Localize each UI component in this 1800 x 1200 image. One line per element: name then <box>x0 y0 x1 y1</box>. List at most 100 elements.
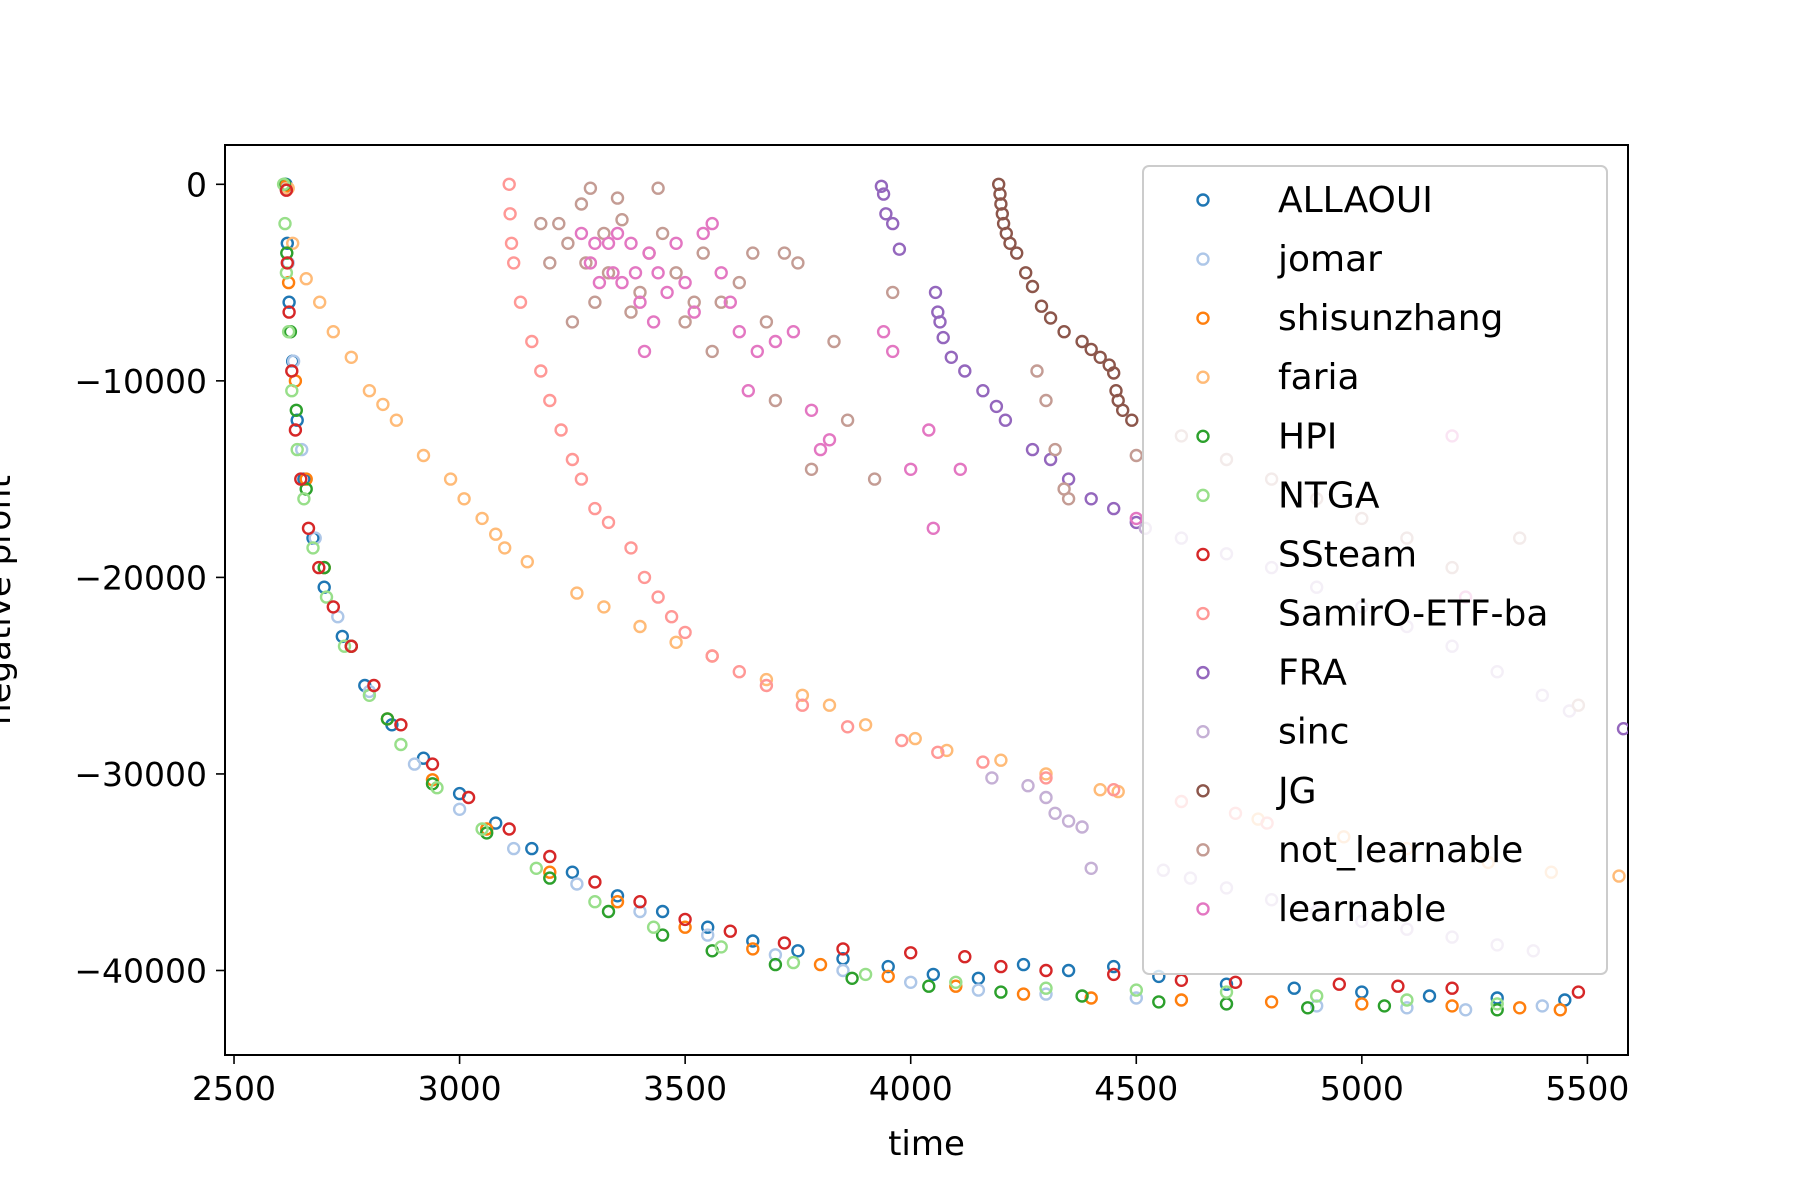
data-point <box>312 560 326 575</box>
data-point <box>1332 977 1347 991</box>
data-point <box>1152 995 1166 1009</box>
data-point <box>326 325 340 339</box>
data-point <box>1106 967 1121 982</box>
legend-item: NTGA <box>1196 475 1380 516</box>
data-point <box>876 325 891 339</box>
data-point <box>746 934 760 948</box>
data-point <box>1571 985 1586 999</box>
data-point <box>759 672 774 687</box>
series-NTGA <box>276 177 1504 1011</box>
data-point <box>1084 991 1098 1005</box>
data-point <box>714 266 728 280</box>
data-point <box>588 295 602 309</box>
data-point <box>705 649 719 663</box>
data-point <box>845 971 859 985</box>
data-point <box>651 590 665 604</box>
data-point <box>430 781 444 795</box>
data-point <box>502 177 516 192</box>
data-point <box>1445 999 1459 1013</box>
data-point <box>633 895 647 909</box>
data-point <box>876 187 891 201</box>
data-point <box>892 242 907 256</box>
data-point <box>601 266 616 280</box>
data-point <box>768 948 783 962</box>
legend-item: sinc <box>1196 712 1349 753</box>
legend-label: faria <box>1278 357 1360 398</box>
data-point <box>1021 779 1035 793</box>
data-point <box>813 957 828 972</box>
legend-marker <box>1196 665 1210 680</box>
data-point <box>289 403 303 417</box>
data-point <box>746 246 760 260</box>
data-point <box>588 875 602 889</box>
data-point <box>380 712 395 726</box>
data-point <box>1030 364 1044 378</box>
data-point <box>669 635 683 649</box>
data-point <box>655 928 670 942</box>
data-point <box>750 344 764 359</box>
data-point <box>610 226 625 241</box>
legend-item: shisunzhang <box>1196 298 1503 339</box>
legend-marker <box>1196 311 1210 325</box>
data-point <box>1129 511 1144 526</box>
y-tick-label: −40000 <box>74 951 207 990</box>
data-point <box>633 295 647 309</box>
data-point <box>989 399 1004 414</box>
data-point <box>543 849 557 864</box>
x-tick-label: 5000 <box>1320 1069 1404 1108</box>
legend-item: ALLAOUI <box>1196 180 1433 221</box>
data-point <box>507 841 521 856</box>
data-point <box>1061 963 1076 978</box>
data-point <box>1084 861 1098 875</box>
data-point <box>786 325 801 339</box>
legend-label: not_learnable <box>1278 830 1523 871</box>
data-point <box>732 665 746 679</box>
data-point <box>994 985 1008 999</box>
data-point <box>1219 985 1234 999</box>
data-point <box>669 266 683 280</box>
data-point <box>705 344 719 359</box>
data-point <box>1084 342 1098 357</box>
series-learnable <box>574 216 1473 604</box>
data-point <box>1061 814 1076 828</box>
data-point <box>1039 987 1053 1001</box>
legend: ALLAOUI jomar shisunzhang faria HPI NTGA SStea… <box>1142 165 1608 975</box>
data-point <box>732 275 746 290</box>
data-point <box>475 511 489 526</box>
data-point <box>570 586 584 600</box>
data-point <box>1093 350 1107 364</box>
data-point <box>886 285 900 300</box>
data-point <box>1422 989 1437 1003</box>
data-point <box>281 325 296 339</box>
data-point <box>1445 981 1459 995</box>
data-point <box>285 384 299 398</box>
data-point <box>651 181 665 195</box>
data-point <box>606 266 620 280</box>
data-point <box>874 179 889 194</box>
data-point <box>615 275 629 290</box>
data-point <box>678 912 692 927</box>
legend-label: shisunzhang <box>1278 298 1503 339</box>
data-point <box>723 295 737 309</box>
data-point <box>1553 1003 1568 1017</box>
data-point <box>886 344 900 359</box>
plot-frame <box>224 144 1629 1056</box>
data-point <box>1010 246 1024 260</box>
data-point <box>791 944 805 958</box>
data-point <box>795 698 810 712</box>
data-point <box>1400 993 1414 1007</box>
data-point <box>543 393 557 408</box>
data-point <box>1025 442 1040 457</box>
data-point <box>416 751 431 765</box>
data-point <box>278 216 292 231</box>
data-point <box>344 639 358 653</box>
data-point <box>570 877 584 891</box>
data-point <box>513 295 528 309</box>
data-point <box>1039 790 1053 805</box>
data-point <box>588 501 602 516</box>
data-point <box>394 718 408 732</box>
data-point <box>998 413 1013 427</box>
data-point <box>525 841 539 856</box>
data-point <box>504 236 519 251</box>
data-point <box>295 442 309 457</box>
